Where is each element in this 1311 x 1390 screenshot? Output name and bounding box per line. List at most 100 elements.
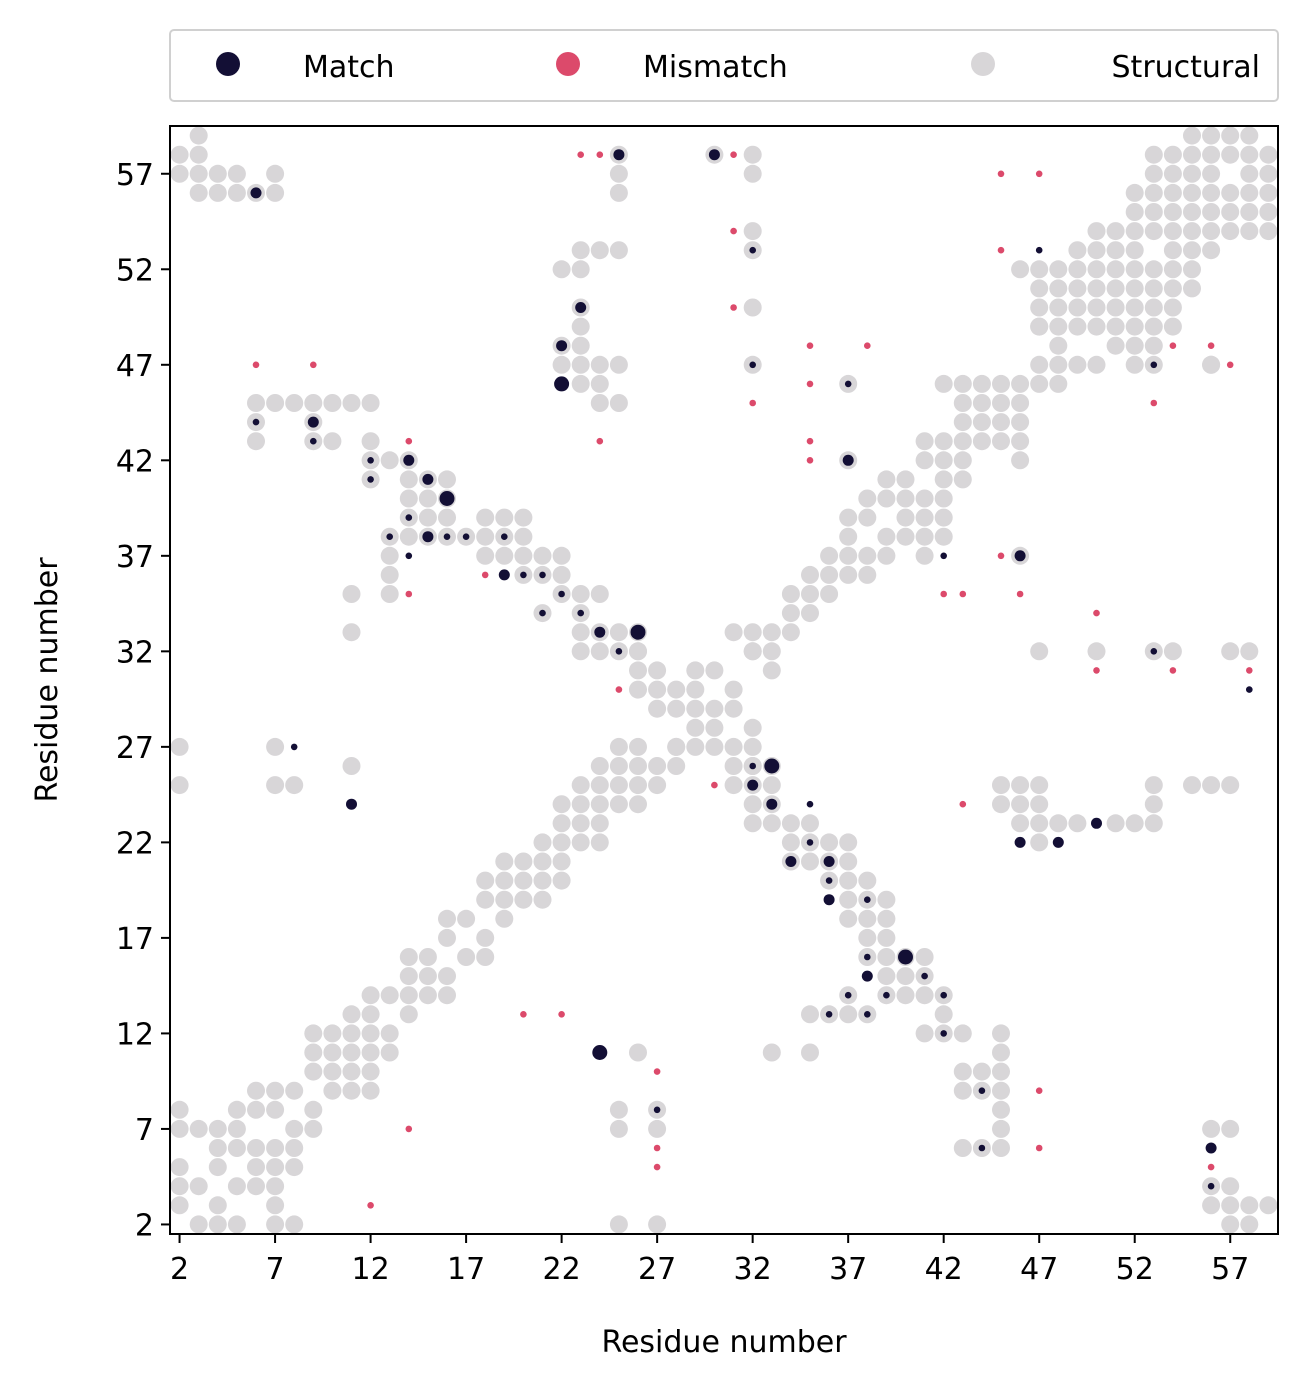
structural-point [304, 1119, 323, 1138]
structural-point [934, 1005, 953, 1024]
structural-point [170, 145, 189, 164]
mismatch-point [1093, 667, 1100, 674]
match-point [498, 569, 510, 581]
mismatch-point [405, 1125, 413, 1133]
structural-point [915, 432, 934, 451]
structural-point [801, 1005, 819, 1024]
structural-point [609, 394, 628, 412]
structural-point [1202, 241, 1221, 260]
mismatch-point [653, 1163, 661, 1171]
structural-point [1221, 126, 1240, 145]
mismatch-point [1169, 342, 1177, 350]
structural-point [934, 451, 953, 470]
structural-point [724, 699, 743, 718]
structural-point [1106, 241, 1125, 260]
structural-point [609, 164, 628, 183]
match-point [539, 571, 546, 579]
match-point [367, 476, 374, 483]
structural-point [1030, 355, 1049, 374]
y-tick-label: 12 [116, 1017, 154, 1052]
structural-point [1202, 164, 1221, 183]
x-tick-label: 22 [543, 1252, 581, 1287]
structural-point [495, 546, 514, 565]
structural-point [170, 776, 189, 795]
structural-point [476, 508, 495, 527]
structural-point [629, 680, 647, 699]
structural-point [361, 394, 380, 412]
match-point [575, 302, 587, 313]
match-point [462, 533, 470, 540]
structural-point [1125, 222, 1144, 241]
structural-point [1125, 260, 1144, 279]
structural-point [1087, 260, 1106, 279]
structural-point [915, 1024, 934, 1043]
structural-point [629, 795, 647, 814]
structural-point [227, 1177, 246, 1196]
structural-point [208, 1158, 227, 1177]
structural-point [801, 1043, 819, 1062]
structural-point [1183, 260, 1201, 279]
structural-point [1202, 222, 1221, 241]
mismatch-point [653, 1068, 661, 1075]
structural-point [438, 986, 456, 1005]
structural-point [266, 183, 285, 202]
structural-point [629, 642, 647, 661]
match-point [940, 552, 947, 560]
structural-point [781, 833, 800, 852]
structural-point [514, 852, 533, 871]
match-point [1014, 550, 1026, 562]
structural-point [915, 948, 934, 966]
structural-point [285, 1119, 304, 1138]
match-point [921, 972, 928, 980]
mismatch-point [959, 590, 967, 598]
structural-point [1125, 279, 1144, 298]
structural-point [208, 1139, 227, 1157]
legend-marker-match [216, 52, 240, 76]
structural-point [648, 699, 667, 718]
structural-point [266, 394, 285, 412]
structural-point [514, 546, 533, 565]
mismatch-point [959, 800, 967, 808]
structural-point [552, 260, 571, 279]
structural-point [590, 241, 609, 260]
mismatch-point [1093, 609, 1100, 617]
structural-point [839, 1005, 858, 1024]
structural-point [1011, 374, 1030, 393]
structural-point [801, 852, 819, 871]
structural-point [686, 661, 705, 680]
match-point [747, 779, 759, 791]
structural-point [953, 470, 972, 489]
mismatch-point [1035, 1144, 1043, 1152]
structural-point [342, 623, 361, 642]
structural-point [418, 508, 437, 527]
structural-point [934, 527, 953, 546]
structural-point [208, 1196, 227, 1215]
plot-points [170, 126, 1278, 1234]
structural-point [1259, 164, 1278, 183]
structural-point [858, 909, 877, 928]
match-point [405, 514, 413, 521]
structural-point [724, 680, 743, 699]
structural-point [170, 1177, 189, 1196]
y-tick-label: 42 [116, 444, 154, 479]
structural-point [1259, 183, 1278, 202]
structural-point [1030, 814, 1049, 833]
structural-point [208, 1119, 227, 1138]
structural-point [247, 1139, 265, 1157]
structural-point [285, 394, 304, 412]
structural-point [743, 814, 762, 833]
structural-point [1240, 203, 1259, 221]
structural-point [304, 1062, 323, 1081]
structural-point [476, 928, 495, 947]
structural-point [571, 642, 590, 661]
structural-point [1202, 203, 1221, 221]
structural-point [208, 1215, 227, 1234]
structural-point [495, 890, 514, 909]
structural-point [705, 699, 724, 718]
mismatch-point [806, 457, 814, 464]
structural-point [667, 737, 686, 756]
structural-point [514, 871, 533, 890]
structural-point [896, 470, 915, 489]
match-point [806, 800, 814, 808]
match-point [252, 418, 260, 426]
